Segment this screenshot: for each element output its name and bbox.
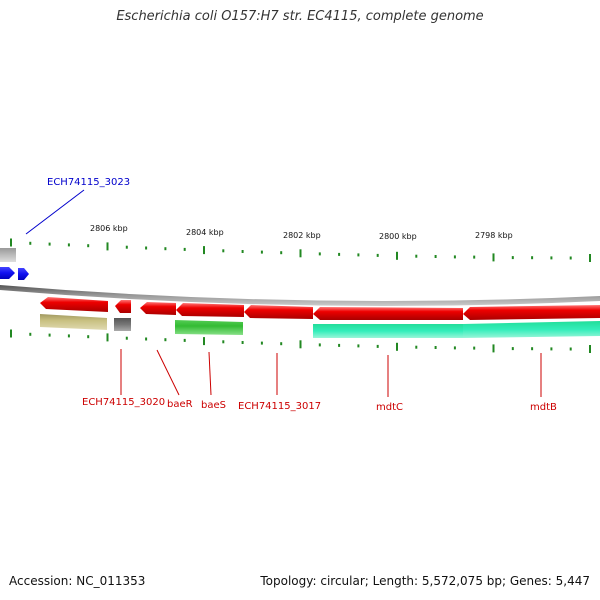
gene-label-baeR[interactable]: baeR <box>167 399 193 410</box>
ruler-label-2798: 2798 kbp <box>475 231 513 240</box>
leader-baeR <box>156 349 180 396</box>
teal-feature-mdtC <box>313 324 463 338</box>
olive-feature <box>40 314 107 330</box>
gene-label-mdtC[interactable]: mdtC <box>376 402 403 413</box>
gene-ECH74115_3020b-arrow[interactable] <box>115 300 131 313</box>
gene-label-ECH74115_3017[interactable]: ECH74115_3017 <box>238 401 321 412</box>
ruler-label-2806: 2806 kbp <box>90 224 128 233</box>
gene-baeR-arrow[interactable] <box>140 302 176 315</box>
grey-feature-bottom <box>114 318 131 331</box>
blue-gene-arrow-small[interactable] <box>18 268 29 280</box>
outer-ruler-ticks <box>10 238 591 262</box>
genome-backbone <box>0 285 600 307</box>
leader-ECH74115_3023 <box>25 189 85 235</box>
green-feature-baeS <box>175 320 243 335</box>
gene-mdtC-arrow[interactable] <box>313 307 463 320</box>
gene-label-mdtB[interactable]: mdtB <box>530 402 557 413</box>
blue-gene-arrow[interactable] <box>0 267 15 279</box>
grey-feature-top <box>0 248 16 262</box>
inner-ruler-ticks <box>10 329 591 353</box>
gene-ECH74115_3020-arrow[interactable] <box>40 297 108 312</box>
ruler-label-2800: 2800 kbp <box>379 232 417 241</box>
teal-feature-mdtB <box>463 321 600 338</box>
leader-baeS <box>208 351 212 396</box>
gene-label-baeS[interactable]: baeS <box>201 400 226 411</box>
ruler-label-2802: 2802 kbp <box>283 231 321 240</box>
gene-mdtB-arrow[interactable] <box>463 305 600 320</box>
topology-text: Topology: circular; Length: 5,572,075 bp… <box>260 574 590 588</box>
ruler-label-2804: 2804 kbp <box>186 228 224 237</box>
gene-label-ECH74115_3020[interactable]: ECH74115_3020 <box>82 397 165 408</box>
gene-ECH74115_3017-arrow[interactable] <box>244 305 313 319</box>
gene-baeS-arrow[interactable] <box>176 303 244 317</box>
gene-label-ECH74115_3023[interactable]: ECH74115_3023 <box>47 177 130 188</box>
accession-text: Accession: NC_011353 <box>9 574 146 588</box>
genome-title: Escherichia coli O157:H7 str. EC4115, co… <box>116 9 484 24</box>
